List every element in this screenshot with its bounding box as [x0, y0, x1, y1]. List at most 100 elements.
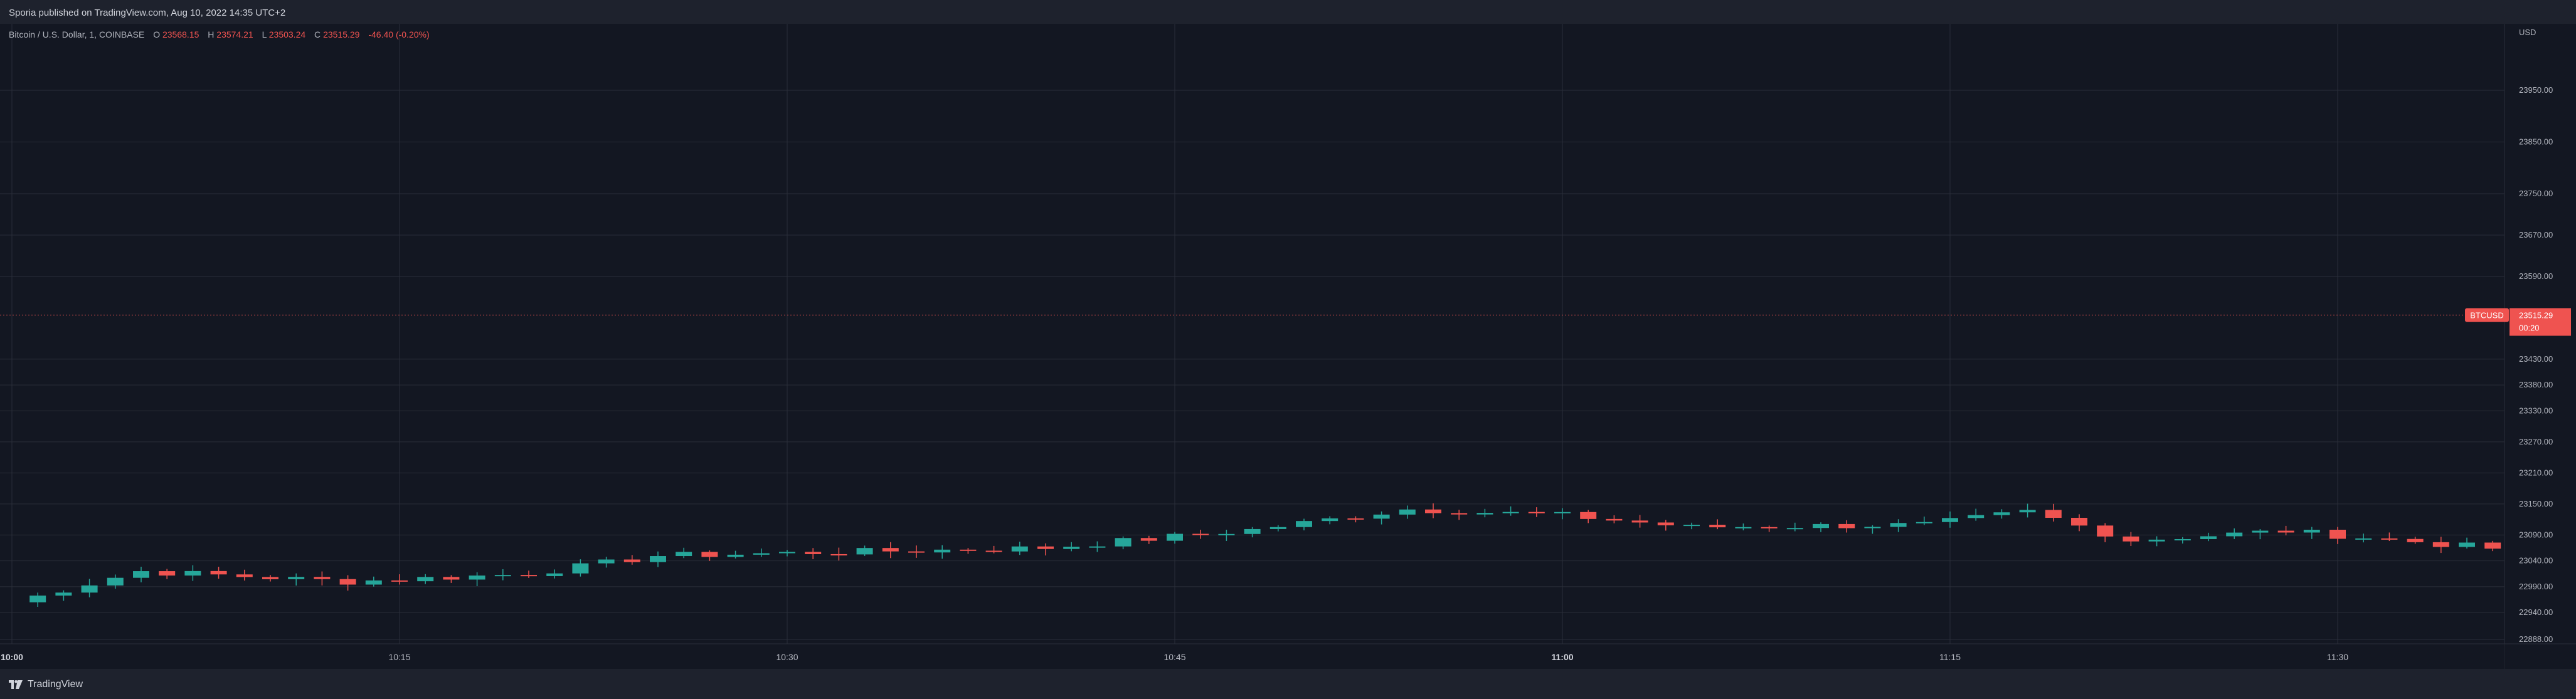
candle-body: [1502, 512, 1519, 513]
candle-body: [1089, 546, 1106, 548]
candle-body: [779, 552, 795, 554]
footer: TradingView: [0, 669, 2576, 699]
price-tick-label: 23330.00: [2519, 406, 2553, 415]
candle-body: [650, 556, 666, 562]
symbol-description: Bitcoin / U.S. Dollar, 1, COINBASE: [9, 29, 144, 39]
candle-body: [1476, 513, 1493, 515]
candle-body: [934, 549, 951, 553]
ohlc-legend: Bitcoin / U.S. Dollar, 1, COINBASE O 235…: [9, 29, 430, 39]
candle-body: [1322, 518, 1338, 522]
candle-body: [882, 548, 899, 552]
candle-body: [2071, 517, 2087, 526]
candle-body: [55, 592, 72, 596]
svg-text:Bitcoin / U.S. Dollar, 1, COIN: Bitcoin / U.S. Dollar, 1, COINBASE O 235…: [9, 29, 430, 39]
brand-logo[interactable]: TradingView: [9, 679, 83, 690]
time-tick-label: 10:30: [776, 652, 798, 662]
candle-body: [546, 573, 563, 576]
candle-body: [1786, 528, 1803, 530]
candle-body: [1993, 512, 2010, 515]
candle-body: [1968, 515, 1985, 518]
candle-body: [288, 577, 305, 579]
candle-body: [133, 571, 149, 578]
candle-body: [2200, 536, 2217, 539]
price-tick-label: 23150.00: [2519, 499, 2553, 508]
candle-body: [623, 559, 640, 562]
candle-body: [1192, 533, 1209, 535]
price-tick-label: 23850.00: [2519, 137, 2553, 146]
close-label: C: [314, 29, 321, 39]
candle-body: [1347, 518, 1364, 520]
candle-body: [1167, 533, 1183, 541]
price-tick-label: 23670.00: [2519, 230, 2553, 239]
candle-body: [1296, 521, 1312, 527]
publish-header: Sporia published on TradingView.com, Aug…: [0, 0, 2576, 24]
candle-body: [1631, 520, 1648, 523]
candle-body: [2303, 529, 2320, 533]
price-tick-label: 22990.00: [2519, 582, 2553, 591]
candle-body: [1916, 522, 1932, 523]
candle-body: [443, 577, 460, 580]
time-scale-panel[interactable]: [0, 644, 2504, 669]
last-price-value: 23515.29: [2519, 311, 2553, 320]
candle-body: [1528, 512, 1545, 513]
candle-body: [469, 575, 485, 580]
candle-body: [494, 575, 511, 577]
candle-body: [107, 577, 124, 586]
price-scale-panel[interactable]: [2504, 24, 2576, 669]
candle-body: [701, 552, 718, 557]
candle-body: [1037, 546, 1054, 549]
symbol-badge-text: BTCUSD: [2470, 311, 2503, 320]
time-tick-label: 11:30: [2327, 652, 2348, 662]
price-badge: [2510, 308, 2571, 336]
candle-body: [960, 549, 977, 551]
candle-body: [1269, 527, 1286, 529]
time-tick-label: 10:15: [388, 652, 410, 662]
candle-body: [2330, 529, 2346, 539]
price-tick-label: 23430.00: [2519, 354, 2553, 364]
candlestick-chart[interactable]: USD 23950.00 23850.00 23750.00 23670.00 2359…: [0, 24, 2576, 669]
candle-body: [1813, 523, 1829, 528]
candle-body: [1425, 509, 1441, 513]
candle-body: [1709, 525, 1726, 528]
candle-body: [365, 580, 382, 585]
candle-body: [1554, 512, 1571, 513]
candle-body: [2484, 542, 2501, 549]
tradingview-logo-icon: [9, 680, 23, 689]
price-tick-label: 23750.00: [2519, 189, 2553, 198]
price-tick-label: 23090.00: [2519, 530, 2553, 539]
low-label: L: [262, 29, 267, 39]
candle-body: [2045, 510, 2062, 518]
time-tick-label: 11:15: [1939, 652, 1961, 662]
candle-body: [1864, 527, 1881, 528]
change-value: -46.40 (-0.20%): [368, 29, 429, 39]
candle-body: [314, 577, 331, 579]
candle-body: [598, 559, 615, 564]
candle-body: [1580, 512, 1597, 519]
open-label: O: [153, 29, 160, 39]
candle-body: [1657, 522, 1674, 525]
candle-body: [2148, 539, 2165, 542]
candle-body: [676, 552, 692, 557]
close-value: 23515.29: [323, 29, 360, 39]
candle-body: [830, 554, 847, 555]
candle-body: [727, 554, 744, 557]
countdown-timer: 00:20: [2519, 323, 2540, 333]
candle-body: [262, 577, 278, 579]
candle-body: [1244, 528, 1261, 534]
published-text: Sporia published on TradingView.com, Aug…: [9, 8, 286, 18]
candle-body: [805, 552, 822, 554]
candle-body: [1606, 518, 1623, 521]
candle-body: [1115, 538, 1132, 547]
high-label: H: [208, 29, 214, 39]
candle-body: [908, 551, 925, 553]
candle-body: [1218, 533, 1235, 535]
candle-body: [210, 570, 227, 575]
symbol-badge: [2465, 308, 2509, 322]
candle-body: [236, 574, 253, 577]
candles: [29, 503, 2576, 607]
brand-name: TradingView: [28, 679, 83, 690]
price-tick-labels: 23950.00 23850.00 23750.00 23670.00 23590.00…: [2519, 85, 2553, 644]
candle-body: [1838, 523, 1855, 528]
candle-body: [2459, 542, 2475, 547]
candle-body: [339, 579, 356, 585]
